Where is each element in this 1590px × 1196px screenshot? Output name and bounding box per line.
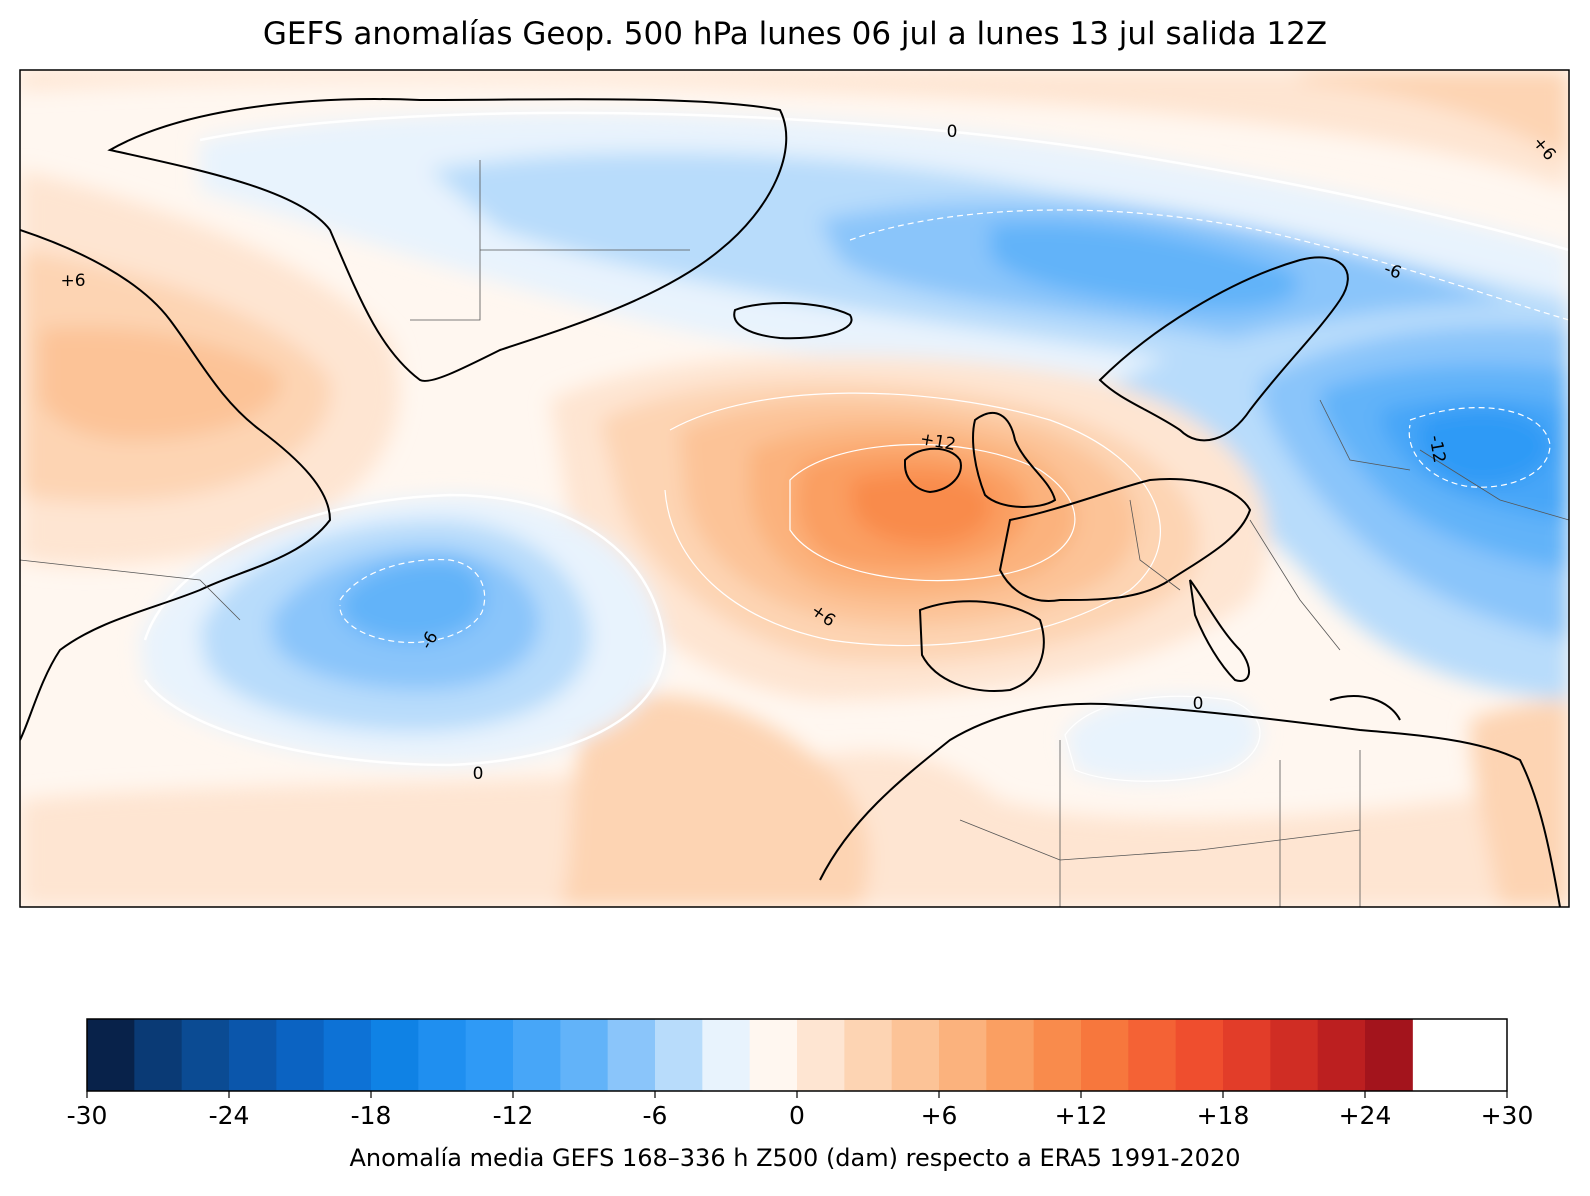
border-russia [1419, 449, 1569, 521]
field-euro-pos-6 [850, 471, 993, 546]
border-canada-us [20, 559, 241, 621]
colorbar-tick-label: +24 [1339, 1101, 1392, 1130]
colorbar-swatch [560, 1019, 609, 1091]
britain-coast [972, 411, 1057, 508]
field-south-pos-3 [1470, 700, 1569, 907]
colorbar-swatch [513, 1019, 561, 1091]
border-greenland-1 [410, 160, 481, 321]
france-coast [998, 478, 1252, 602]
field-north-positive [20, 70, 1569, 190]
colorbar-swatch [465, 1019, 514, 1091]
colorbar-swatch [702, 1019, 751, 1091]
colorbar-tick-label: +12 [1055, 1101, 1108, 1130]
map-title: GEFS anomalías Geop. 500 hPa lunes 06 ju… [262, 16, 1328, 52]
country-borders [20, 160, 1569, 907]
colorbar-swatch [1081, 1019, 1129, 1091]
field-watl-neg-4 [339, 559, 485, 643]
colorbar-tick-label: 0 [789, 1101, 805, 1130]
colorbar-swatch [986, 1019, 1035, 1091]
anomaly-shading [20, 70, 1569, 907]
colorbar-swatch [323, 1019, 372, 1091]
contour-zero-watl [143, 493, 667, 767]
colorbar-swatch [1365, 1019, 1413, 1091]
field-northeast-positive [1300, 70, 1569, 160]
colorbar-tick-label: +30 [1481, 1101, 1534, 1130]
colorbar-label: Anomalía media GEFS 168–336 h Z500 (dam)… [349, 1144, 1241, 1172]
colorbar-tick-label: +18 [1197, 1101, 1250, 1130]
contour-label: 0 [947, 122, 958, 142]
colorbar-tick-label: -12 [493, 1101, 534, 1130]
contour-plus6 [664, 392, 1161, 647]
contour-label: 0 [1193, 694, 1204, 714]
contour-zero-north [199, 111, 1569, 252]
colorbar-swatch [749, 1019, 798, 1091]
field-natl-neg-4 [990, 222, 1299, 311]
colorbar-swatch [1270, 1019, 1319, 1091]
field-south-pos-2 [560, 694, 869, 907]
colorbar: -30 -24 -18 -12 -6 0 +6 +12 +18 +24 +30 [67, 1018, 1534, 1130]
map-frame [19, 69, 1570, 908]
north-africa-coast [819, 702, 1561, 907]
colorbar-swatch [276, 1019, 325, 1091]
iceland-coast [733, 302, 853, 340]
ireland-coast [904, 447, 962, 494]
italy-coast [1189, 579, 1250, 682]
colorbar-tick-label: -6 [643, 1101, 668, 1130]
anomaly-field [20, 70, 1569, 907]
colorbar-tick-label: -24 [209, 1101, 250, 1130]
colorbar-swatch [655, 1019, 703, 1091]
coastlines [20, 98, 1561, 907]
colorbar-swatch [1175, 1019, 1224, 1091]
contour-plus12 [789, 444, 1076, 582]
colorbar-swatch [844, 1019, 893, 1091]
contour-minus12-russia [1408, 407, 1551, 488]
colorbar-tick-label: +6 [921, 1101, 958, 1130]
contour-minus6-natl [849, 209, 1569, 321]
colorbar-swatch [181, 1019, 230, 1091]
colorbar-swatch [939, 1019, 987, 1091]
colorbar-swatch [418, 1019, 467, 1091]
field-scand-neg-5 [1419, 409, 1551, 486]
contour-zero-africa [1064, 695, 1261, 782]
greenland-coast [107, 98, 788, 382]
contour-label: +6 [60, 271, 85, 291]
colorbar-swatch [371, 1019, 419, 1091]
colorbar-swatch [797, 1019, 845, 1091]
colorbar-swatch [229, 1019, 277, 1091]
border-europe-2 [1249, 519, 1341, 651]
scandinavia-coast [1098, 256, 1349, 442]
colorbar-swatch [1033, 1019, 1082, 1091]
field-nafrica-neg [1065, 696, 1260, 782]
turkey-coast [1329, 695, 1401, 721]
colorbar-tick-label: -30 [67, 1101, 108, 1130]
iberia-coast [918, 600, 1045, 692]
field-labrador-3 [40, 327, 281, 440]
colorbar-swatch [607, 1019, 656, 1091]
colorbar-swatch [134, 1019, 183, 1091]
colorbar-swatch [1223, 1019, 1271, 1091]
colorbar-swatch [87, 1019, 135, 1091]
border-baltic [1319, 399, 1411, 471]
contour-label: -6 [1381, 259, 1404, 284]
colorbar-tick-label: -18 [351, 1101, 392, 1130]
border-europe-1 [1129, 499, 1181, 591]
contour-label: 0 [473, 764, 484, 784]
contour-lines [143, 111, 1569, 782]
colorbar-swatch [891, 1019, 940, 1091]
contour-minus6-watl [339, 558, 486, 644]
colorbar-swatch [1128, 1019, 1177, 1091]
north-america-coast [20, 229, 332, 741]
colorbar-swatch [1317, 1019, 1366, 1091]
contour-label: -12 [1425, 434, 1450, 465]
